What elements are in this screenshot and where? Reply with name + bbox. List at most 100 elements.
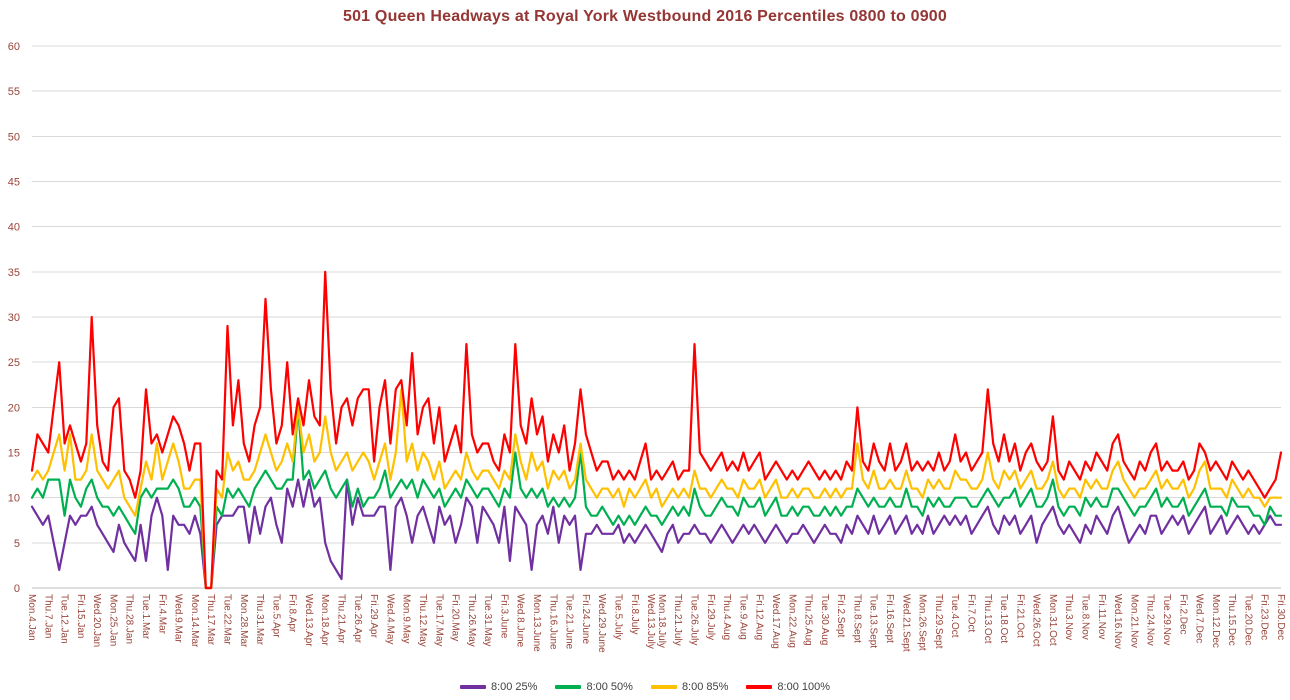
svg-text:Tue.21.June: Tue.21.June: [564, 594, 575, 650]
svg-text:Fri.8.July: Fri.8.July: [629, 594, 640, 635]
svg-text:5: 5: [14, 538, 20, 550]
svg-text:Mon.12.Dec: Mon.12.Dec: [1210, 594, 1221, 648]
svg-text:Fri.3.June: Fri.3.June: [498, 594, 509, 639]
svg-text:Fri.16.Sept: Fri.16.Sept: [884, 594, 895, 643]
svg-text:Mon.21.Nov: Mon.21.Nov: [1128, 594, 1139, 648]
svg-text:60: 60: [8, 41, 20, 53]
svg-text:Mon.26.Sept: Mon.26.Sept: [917, 594, 928, 651]
svg-text:Tue.5.July: Tue.5.July: [613, 594, 624, 640]
svg-text:55: 55: [8, 86, 20, 98]
svg-text:Thu.3.Nov: Thu.3.Nov: [1063, 594, 1074, 640]
svg-text:Thu.25.Aug: Thu.25.Aug: [803, 594, 814, 646]
svg-text:Thu.26.May: Thu.26.May: [466, 594, 477, 647]
svg-text:Fri.7.Oct: Fri.7.Oct: [966, 594, 977, 633]
svg-text:Thu.7.Jan: Thu.7.Jan: [42, 594, 53, 638]
svg-text:Tue.17.May: Tue.17.May: [433, 594, 444, 646]
svg-text:30: 30: [8, 312, 20, 324]
svg-text:Mon.25.Jan: Mon.25.Jan: [108, 594, 119, 646]
svg-text:Fri.2.Dec: Fri.2.Dec: [1177, 594, 1188, 635]
legend-line-swatch-50pct: [555, 685, 582, 689]
svg-text:Tue.18.Oct: Tue.18.Oct: [998, 594, 1009, 643]
svg-text:Wed.7.Dec: Wed.7.Dec: [1194, 594, 1205, 643]
svg-text:Fri.23.Dec: Fri.23.Dec: [1259, 594, 1270, 640]
svg-text:Mon.14.Mar: Mon.14.Mar: [189, 594, 200, 648]
svg-text:Wed.13.Apr: Wed.13.Apr: [303, 594, 314, 647]
svg-text:Wed.9.Mar: Wed.9.Mar: [173, 594, 184, 643]
svg-text:Mon.31.Oct: Mon.31.Oct: [1047, 594, 1058, 646]
legend-label-25pct: 8:00 25%: [490, 681, 538, 693]
svg-text:Thu.4.Aug: Thu.4.Aug: [721, 594, 732, 640]
svg-text:Fri.15.Jan: Fri.15.Jan: [75, 594, 86, 638]
svg-text:Thu.31.Mar: Thu.31.Mar: [254, 594, 265, 646]
svg-text:Tue.31.May: Tue.31.May: [482, 594, 493, 646]
svg-text:35: 35: [8, 267, 20, 279]
svg-text:Wed.29.June: Wed.29.June: [596, 594, 607, 653]
svg-text:Wed.13.July: Wed.13.July: [645, 594, 656, 649]
legend-item-85pct: 8:00 85%: [650, 681, 729, 693]
legend-line-swatch-85pct: [650, 685, 677, 689]
svg-text:Tue.22.Mar: Tue.22.Mar: [222, 594, 233, 645]
svg-text:Thu.8.Sept: Thu.8.Sept: [851, 594, 862, 643]
legend-label-50pct: 8:00 50%: [586, 681, 633, 693]
svg-text:Tue.8.Nov: Tue.8.Nov: [1080, 594, 1091, 640]
legend-label-100pct: 8:00 100%: [777, 681, 831, 693]
svg-text:0: 0: [14, 583, 20, 595]
svg-text:Fri.8.Apr: Fri.8.Apr: [287, 594, 298, 633]
svg-text:Wed.20.Jan: Wed.20.Jan: [91, 594, 102, 647]
svg-text:Mon.18.July: Mon.18.July: [656, 594, 667, 648]
svg-text:Wed.21.Sept: Wed.21.Sept: [900, 594, 911, 652]
svg-text:Fri.30.Dec: Fri.30.Dec: [1275, 594, 1286, 640]
legend-line-swatch-100pct: [746, 685, 773, 689]
svg-text:Tue.12.Jan: Tue.12.Jan: [59, 594, 70, 644]
svg-text:Mon.28.Mar: Mon.28.Mar: [238, 594, 249, 648]
legend-label-85pct: 8:00 85%: [681, 681, 729, 693]
svg-text:Fri.2.Sept: Fri.2.Sept: [835, 594, 846, 638]
svg-text:Tue.4.Oct: Tue.4.Oct: [949, 594, 960, 638]
svg-text:Mon.4.Jan: Mon.4.Jan: [26, 594, 37, 641]
svg-text:45: 45: [8, 177, 20, 189]
svg-text:Tue.13.Sept: Tue.13.Sept: [868, 594, 879, 648]
svg-text:Thu.13.Oct: Thu.13.Oct: [982, 594, 993, 644]
svg-text:Thu.21.July: Thu.21.July: [672, 594, 683, 646]
svg-text:Tue.20.Dec: Tue.20.Dec: [1242, 594, 1253, 645]
svg-text:Wed.26.Oct: Wed.26.Oct: [1031, 594, 1042, 647]
svg-text:Mon.13.June: Mon.13.June: [531, 594, 542, 652]
svg-text:Tue.30.Aug: Tue.30.Aug: [819, 594, 830, 645]
svg-text:Thu.28.Jan: Thu.28.Jan: [124, 594, 135, 644]
svg-text:Fri.21.Oct: Fri.21.Oct: [1014, 594, 1025, 638]
svg-text:Mon.22.Aug: Mon.22.Aug: [786, 594, 797, 648]
svg-text:20: 20: [8, 402, 20, 414]
svg-text:Fri.20.May: Fri.20.May: [450, 594, 461, 641]
svg-text:Fri.4.Mar: Fri.4.Mar: [156, 594, 167, 635]
svg-text:Fri.29.July: Fri.29.July: [705, 594, 716, 640]
svg-text:Thu.29.Sept: Thu.29.Sept: [933, 594, 944, 649]
svg-text:Thu.17.Mar: Thu.17.Mar: [205, 594, 216, 646]
svg-text:Mon.9.May: Mon.9.May: [401, 594, 412, 643]
svg-text:Tue.29.Nov: Tue.29.Nov: [1161, 594, 1172, 645]
svg-text:Tue.26.Apr: Tue.26.Apr: [352, 594, 363, 644]
svg-text:Wed.8.June: Wed.8.June: [515, 594, 526, 648]
legend-line-swatch-25pct: [459, 685, 486, 689]
svg-text:Mon.18.Apr: Mon.18.Apr: [319, 594, 330, 646]
svg-text:Fri.12.Aug: Fri.12.Aug: [754, 594, 765, 640]
legend: 8:00 25% 8:00 50% 8:00 85% 8:00 100%: [0, 681, 1290, 693]
svg-text:Tue.5.Apr: Tue.5.Apr: [270, 594, 281, 638]
svg-text:50: 50: [8, 131, 20, 143]
svg-text:Thu.15.Dec: Thu.15.Dec: [1226, 594, 1237, 646]
svg-text:15: 15: [8, 448, 20, 460]
svg-text:Thu.12.May: Thu.12.May: [417, 594, 428, 647]
svg-text:Wed.16.Nov: Wed.16.Nov: [1112, 594, 1123, 649]
svg-text:Thu.24.Nov: Thu.24.Nov: [1145, 594, 1156, 646]
svg-text:Tue.9.Aug: Tue.9.Aug: [737, 594, 748, 640]
svg-text:Tue.1.Mar: Tue.1.Mar: [140, 594, 151, 640]
svg-text:Fri.29.Apr: Fri.29.Apr: [368, 594, 379, 639]
legend-item-100pct: 8:00 100%: [746, 681, 830, 693]
svg-text:Thu.21.Apr: Thu.21.Apr: [336, 594, 347, 644]
svg-text:Wed.4.May: Wed.4.May: [384, 594, 395, 644]
svg-text:Wed.17.Aug: Wed.17.Aug: [770, 594, 781, 649]
legend-item-50pct: 8:00 50%: [555, 681, 633, 693]
svg-text:40: 40: [8, 222, 20, 234]
svg-text:10: 10: [8, 493, 20, 505]
svg-text:Thu.16.June: Thu.16.June: [547, 594, 558, 650]
svg-text:Fri.24.June: Fri.24.June: [580, 594, 591, 644]
